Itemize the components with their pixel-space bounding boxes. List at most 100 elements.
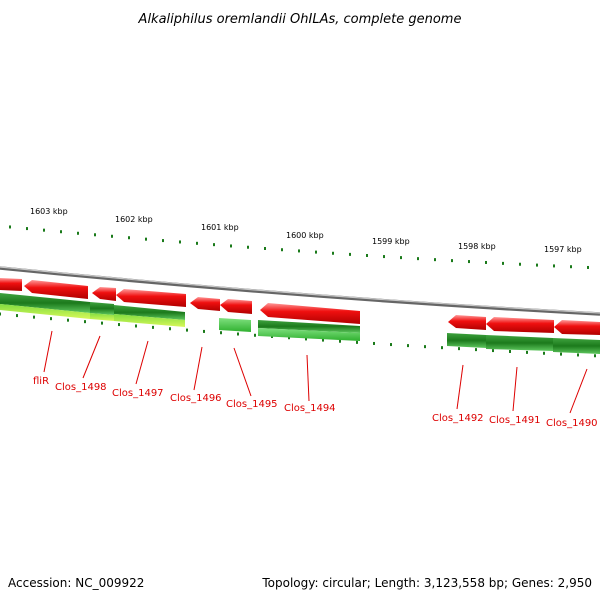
minor-tick xyxy=(247,245,249,249)
minor-tick xyxy=(203,329,205,333)
minor-tick xyxy=(135,324,137,328)
gene-label-clos-1492: Clos_1492 xyxy=(432,413,484,424)
minor-tick xyxy=(509,349,511,353)
minor-tick xyxy=(383,255,385,259)
gc-block xyxy=(553,338,600,354)
scale-tick-ring xyxy=(0,225,596,358)
minor-tick xyxy=(9,225,11,229)
minor-tick xyxy=(50,317,52,321)
minor-tick xyxy=(543,351,545,355)
minor-tick xyxy=(570,265,572,269)
minor-tick xyxy=(305,337,307,341)
gc-block xyxy=(90,302,114,315)
minor-tick xyxy=(101,321,103,325)
cds-arrow xyxy=(92,287,116,301)
minor-tick xyxy=(67,318,69,322)
minor-tick xyxy=(502,261,504,265)
minor-tick xyxy=(349,252,351,256)
minor-tick xyxy=(84,320,86,324)
minor-tick xyxy=(451,259,453,263)
minor-tick xyxy=(560,352,562,356)
label-pointers xyxy=(43,330,588,414)
scale-label-1602: 1602 kbp xyxy=(115,215,153,224)
gc-block xyxy=(258,320,360,333)
scale-label-1599: 1599 kbp xyxy=(372,237,410,246)
minor-tick xyxy=(94,233,96,237)
minor-tick xyxy=(169,327,171,331)
cds-track xyxy=(0,278,600,335)
accession-text: Accession: NC_009922 xyxy=(8,576,144,590)
scale-label-1600: 1600 kbp xyxy=(286,231,324,240)
minor-tick xyxy=(322,338,324,342)
gc-block xyxy=(114,305,185,320)
cds-arrow xyxy=(260,303,360,324)
gc-block xyxy=(219,318,251,332)
minor-tick xyxy=(407,344,409,348)
cds-arrow xyxy=(220,299,252,314)
scale-label-1603: 1603 kbp xyxy=(30,207,68,216)
gc-block xyxy=(0,304,90,319)
minor-tick xyxy=(264,246,266,250)
gene-label-clos-1490: Clos_1490 xyxy=(546,418,598,429)
gene-label-clos-1494: Clos_1494 xyxy=(284,403,336,414)
minor-tick xyxy=(288,336,290,340)
minor-tick xyxy=(366,253,368,257)
gc-block xyxy=(90,313,114,321)
minor-tick xyxy=(26,227,28,231)
cds-arrow xyxy=(116,289,186,307)
gene-label-clos-1491: Clos_1491 xyxy=(489,415,541,426)
minor-tick xyxy=(536,263,538,267)
scale-label-1597: 1597 kbp xyxy=(544,245,582,254)
minor-tick xyxy=(485,260,487,264)
minor-tick xyxy=(458,347,460,351)
gene-label-clos-1498: Clos_1498 xyxy=(55,382,107,393)
minor-tick xyxy=(230,244,232,248)
genome-backbone xyxy=(0,266,600,316)
minor-tick xyxy=(179,240,181,244)
gene-label-clos-1496: Clos_1496 xyxy=(170,393,222,404)
map-title: Alkaliphilus oremlandii OhILAs, complete… xyxy=(138,12,462,27)
minor-tick xyxy=(220,331,222,335)
minor-tick xyxy=(519,262,521,266)
minor-tick xyxy=(339,339,341,343)
minor-tick xyxy=(16,314,18,318)
minor-tick xyxy=(356,340,358,344)
cds-arrow xyxy=(554,320,600,335)
gc-block xyxy=(0,293,90,313)
minor-tick xyxy=(434,258,436,262)
cds-arrow xyxy=(24,280,88,299)
cds-arrow xyxy=(448,315,486,330)
scale-labels: 1603 kbp 1602 kbp 1601 kbp 1600 kbp 1599… xyxy=(30,207,582,254)
gene-labels: fliR Clos_1498 Clos_1497 Clos_1496 Clos_… xyxy=(33,376,598,429)
minor-tick xyxy=(373,341,375,345)
minor-tick xyxy=(43,228,45,232)
minor-tick xyxy=(594,354,596,358)
gene-label-clos-1497: Clos_1497 xyxy=(112,388,164,399)
minor-tick xyxy=(213,243,215,247)
minor-tick xyxy=(237,332,239,336)
genome-summary-text: Topology: circular; Length: 3,123,558 bp… xyxy=(261,576,592,590)
minor-tick xyxy=(587,265,589,269)
minor-tick xyxy=(128,236,130,240)
minor-tick xyxy=(298,249,300,253)
minor-tick xyxy=(390,343,392,347)
minor-tick xyxy=(441,346,443,350)
minor-tick xyxy=(468,260,470,264)
minor-tick xyxy=(186,328,188,332)
cds-arrow xyxy=(0,278,22,291)
minor-tick xyxy=(400,256,402,260)
minor-tick xyxy=(417,257,419,261)
gc-track xyxy=(0,293,600,354)
minor-tick xyxy=(33,315,35,319)
gene-label-flir: fliR xyxy=(33,376,49,387)
minor-tick xyxy=(281,248,283,252)
minor-tick xyxy=(553,264,555,268)
minor-tick xyxy=(118,323,120,327)
minor-tick xyxy=(424,345,426,349)
minor-tick xyxy=(492,349,494,353)
minor-tick xyxy=(475,348,477,352)
scale-label-1601: 1601 kbp xyxy=(201,223,239,232)
cds-arrow xyxy=(486,317,554,333)
minor-tick xyxy=(577,353,579,357)
gene-label-clos-1495: Clos_1495 xyxy=(226,399,278,410)
